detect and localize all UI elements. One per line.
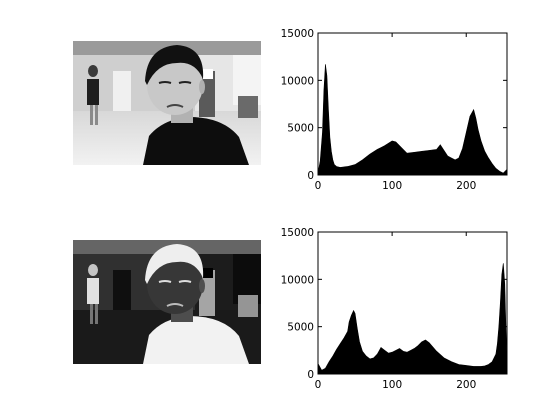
x-tick-label: 200 <box>456 180 476 192</box>
y-tick-label: 0 <box>307 369 314 381</box>
x-tick-label: 100 <box>382 180 402 192</box>
x-tick-label: 0 <box>315 379 322 391</box>
x-tick-label: 200 <box>456 379 476 391</box>
histogram-area <box>317 263 508 375</box>
x-tick-label: 100 <box>382 379 402 391</box>
axes-frame <box>317 231 508 375</box>
y-tick-label: 5000 <box>287 123 314 135</box>
negative-grayscale-photo <box>73 240 261 364</box>
y-tick-label: 5000 <box>287 322 314 334</box>
x-tick-label: 0 <box>315 180 322 192</box>
y-tick-label: 15000 <box>281 227 314 239</box>
y-tick-label: 10000 <box>281 274 314 286</box>
original-grayscale-photo <box>73 41 261 165</box>
y-tick-label: 0 <box>307 170 314 182</box>
y-tick-label: 10000 <box>281 75 314 87</box>
histogram-area <box>317 64 508 176</box>
y-tick-label: 15000 <box>281 28 314 40</box>
axes-frame <box>317 32 508 176</box>
